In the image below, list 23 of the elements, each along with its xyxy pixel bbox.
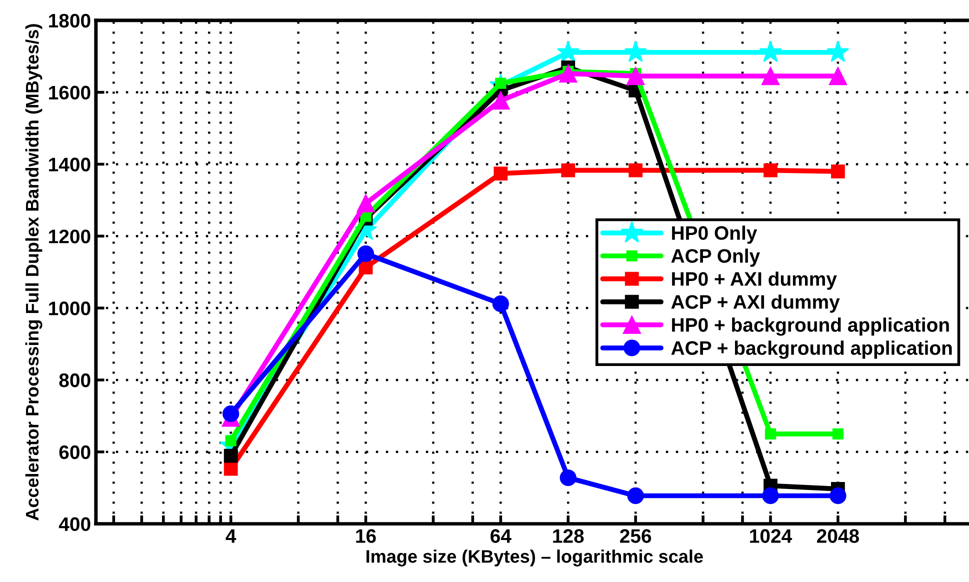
legend-label: ACP + AXI dummy [671, 294, 840, 313]
y-tick-label: 600 [59, 445, 90, 460]
legend-label: HP0 Only [672, 226, 758, 244]
x-tick-label: 256 [620, 529, 652, 543]
x-axis-title: Image size (KBytes) – logarithmic scale [366, 550, 703, 566]
y-tick-label: 1200 [49, 230, 90, 244]
legend-label: HP0 + background application [672, 318, 949, 336]
x-tick-label: 64 [490, 529, 512, 543]
y-axis-title: Accelerator Processing Full Duplex Bandwidth (MBytes/s) [25, 24, 42, 520]
x-tick-label: 2048 [817, 529, 859, 543]
y-tick-label: 1400 [49, 158, 90, 172]
y-tick-label: 1000 [49, 302, 90, 316]
y-tick-label: 400 [58, 517, 90, 532]
x-tick-label: 16 [356, 529, 376, 543]
y-tick-label: 1600 [49, 86, 90, 100]
x-tick-label: 4 [226, 529, 236, 543]
legend-label: ACP Only [671, 248, 760, 267]
legend-label: HP0 + AXI dummy [672, 272, 837, 290]
x-tick-label: 128 [553, 529, 584, 543]
x-tick-label: 1024 [750, 529, 792, 543]
y-tick-label: 800 [59, 373, 90, 388]
legend-label: ACP + background application [671, 340, 952, 359]
y-tick-label: 1800 [49, 14, 90, 28]
